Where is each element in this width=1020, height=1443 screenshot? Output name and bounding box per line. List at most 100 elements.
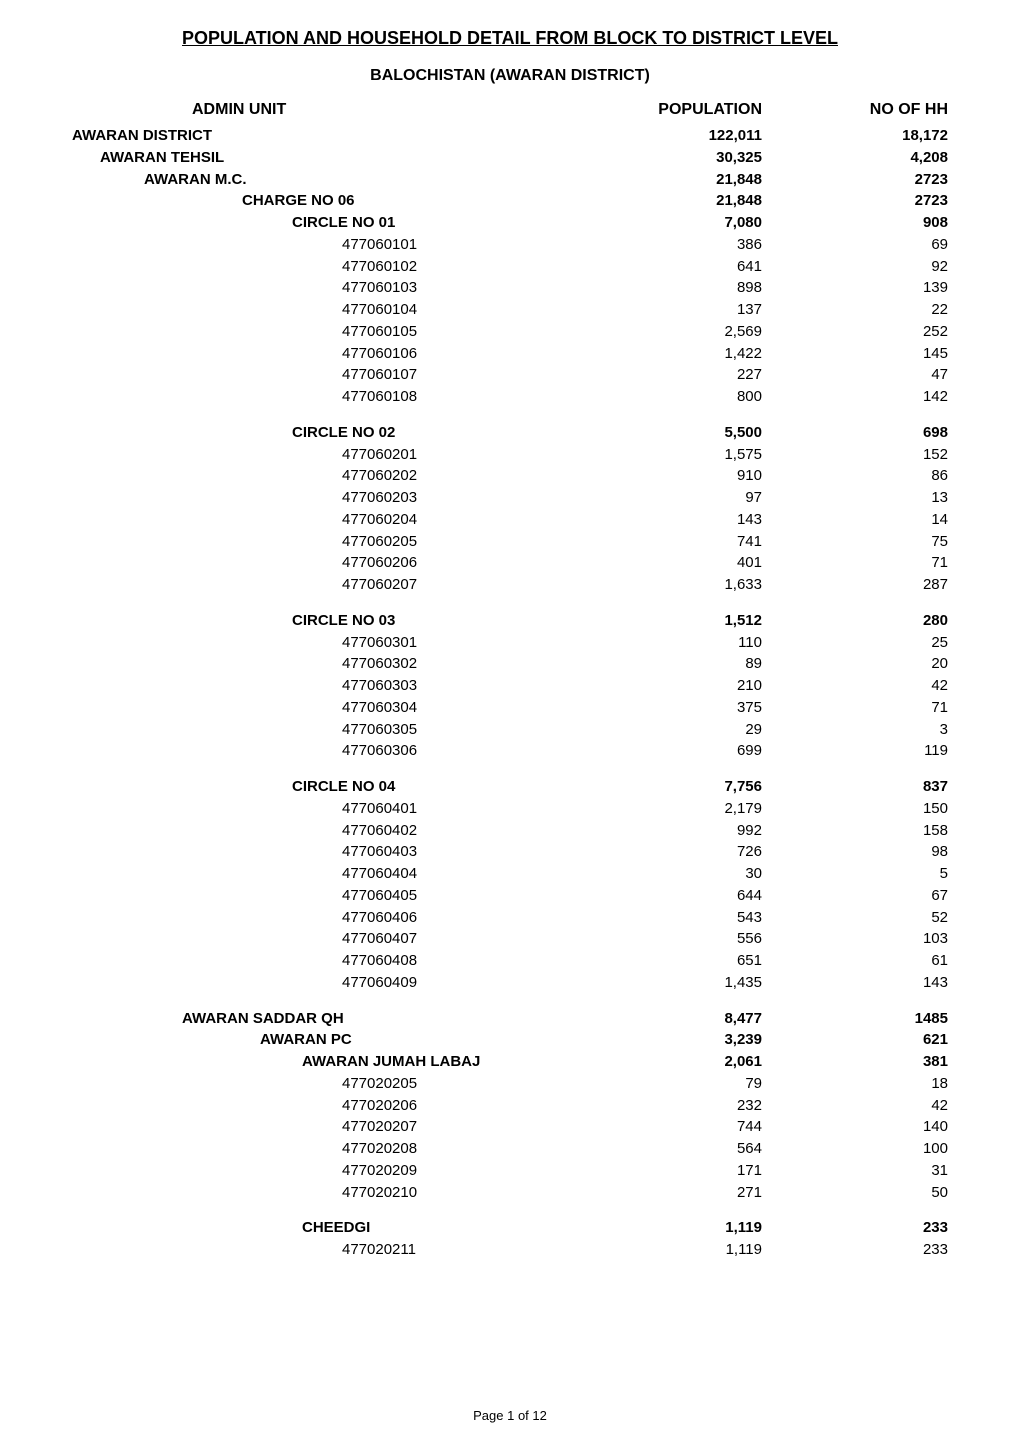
table-row: AWARAN M.C.21,8482723 <box>72 169 948 191</box>
table-row: 477020207744140 <box>72 1116 948 1138</box>
row-households: 142 <box>782 386 948 408</box>
row-households: 22 <box>782 299 948 321</box>
table-row: CIRCLE NO 017,080908 <box>72 212 948 234</box>
table-row: 47706010138669 <box>72 234 948 256</box>
row-households: 18 <box>782 1073 948 1095</box>
row-households: 139 <box>782 277 948 299</box>
row-population: 1,119 <box>592 1239 782 1261</box>
row-label: 477060202 <box>72 465 592 487</box>
row-households: 233 <box>782 1217 948 1239</box>
row-label: AWARAN TEHSIL <box>72 147 592 169</box>
row-spacer <box>72 596 948 610</box>
row-label: 477060106 <box>72 343 592 365</box>
row-label: 477060302 <box>72 653 592 675</box>
row-population: 1,512 <box>592 610 782 632</box>
row-population: 744 <box>592 1116 782 1138</box>
row-population: 79 <box>592 1073 782 1095</box>
row-households: 71 <box>782 552 948 574</box>
row-households: 233 <box>782 1239 948 1261</box>
table-row: 47706030321042 <box>72 675 948 697</box>
row-households: 143 <box>782 972 948 994</box>
row-population: 556 <box>592 928 782 950</box>
row-households: 92 <box>782 256 948 278</box>
table-row: 47706040654352 <box>72 907 948 929</box>
row-label: CHARGE NO 06 <box>72 190 592 212</box>
row-population: 1,575 <box>592 444 782 466</box>
row-population: 21,848 <box>592 190 782 212</box>
row-households: 280 <box>782 610 948 632</box>
page-subtitle: BALOCHISTAN (AWARAN DISTRICT) <box>72 67 948 85</box>
table-row: 4770604012,179150 <box>72 798 948 820</box>
row-households: 103 <box>782 928 948 950</box>
row-households: 4,208 <box>782 147 948 169</box>
row-households: 119 <box>782 740 948 762</box>
page-footer: Page 1 of 12 <box>0 1408 1020 1423</box>
table-row: 477060402992158 <box>72 820 948 842</box>
row-population: 97 <box>592 487 782 509</box>
table-row: CHARGE NO 0621,8482723 <box>72 190 948 212</box>
row-population: 386 <box>592 234 782 256</box>
row-label: 477060401 <box>72 798 592 820</box>
table-row: 4770603028920 <box>72 653 948 675</box>
table-row: CIRCLE NO 025,500698 <box>72 422 948 444</box>
row-population: 227 <box>592 364 782 386</box>
row-population: 651 <box>592 950 782 972</box>
row-label: 477060206 <box>72 552 592 574</box>
row-label: 477020210 <box>72 1182 592 1204</box>
row-label: AWARAN M.C. <box>72 169 592 191</box>
row-households: 150 <box>782 798 948 820</box>
row-households: 3 <box>782 719 948 741</box>
row-population: 122,011 <box>592 125 782 147</box>
row-population: 210 <box>592 675 782 697</box>
table-row: 477060306699119 <box>72 740 948 762</box>
row-spacer <box>72 408 948 422</box>
row-population: 2,569 <box>592 321 782 343</box>
row-population: 699 <box>592 740 782 762</box>
row-households: 86 <box>782 465 948 487</box>
row-households: 5 <box>782 863 948 885</box>
row-label: 477060104 <box>72 299 592 321</box>
table-row: 47706040564467 <box>72 885 948 907</box>
table-row: 47706040865161 <box>72 950 948 972</box>
row-households: 25 <box>782 632 948 654</box>
row-spacer <box>72 1203 948 1217</box>
col-header-households: NO OF HH <box>782 101 948 119</box>
table-row: AWARAN DISTRICT122,01118,172 <box>72 125 948 147</box>
table-row: 47706030111025 <box>72 632 948 654</box>
row-households: 67 <box>782 885 948 907</box>
row-label: AWARAN SADDAR QH <box>72 1008 592 1030</box>
row-households: 42 <box>782 1095 948 1117</box>
row-population: 30 <box>592 863 782 885</box>
row-population: 910 <box>592 465 782 487</box>
table-row: 477020208564100 <box>72 1138 948 1160</box>
row-population: 7,756 <box>592 776 782 798</box>
row-population: 898 <box>592 277 782 299</box>
table-row: AWARAN TEHSIL30,3254,208 <box>72 147 948 169</box>
row-label: 477060201 <box>72 444 592 466</box>
table-row: 47706020291086 <box>72 465 948 487</box>
row-households: 14 <box>782 509 948 531</box>
table-row: 47706040372698 <box>72 841 948 863</box>
table-row: AWARAN SADDAR QH8,4771485 <box>72 1008 948 1030</box>
row-label: 477060403 <box>72 841 592 863</box>
row-population: 1,633 <box>592 574 782 596</box>
row-label: CHEEDGI <box>72 1217 592 1239</box>
row-households: 2723 <box>782 169 948 191</box>
row-label: 477060107 <box>72 364 592 386</box>
row-label: 477020209 <box>72 1160 592 1182</box>
row-label: 477020205 <box>72 1073 592 1095</box>
row-population: 7,080 <box>592 212 782 234</box>
row-label: 477060304 <box>72 697 592 719</box>
row-population: 2,179 <box>592 798 782 820</box>
row-population: 271 <box>592 1182 782 1204</box>
row-label: 477060102 <box>72 256 592 278</box>
row-label: 477060402 <box>72 820 592 842</box>
row-population: 89 <box>592 653 782 675</box>
row-households: 61 <box>782 950 948 972</box>
table-row: 47706010722747 <box>72 364 948 386</box>
row-households: 152 <box>782 444 948 466</box>
row-households: 18,172 <box>782 125 948 147</box>
table-row: 4770602039713 <box>72 487 948 509</box>
table-row: 4770602011,575152 <box>72 444 948 466</box>
table-row: 47702020917131 <box>72 1160 948 1182</box>
